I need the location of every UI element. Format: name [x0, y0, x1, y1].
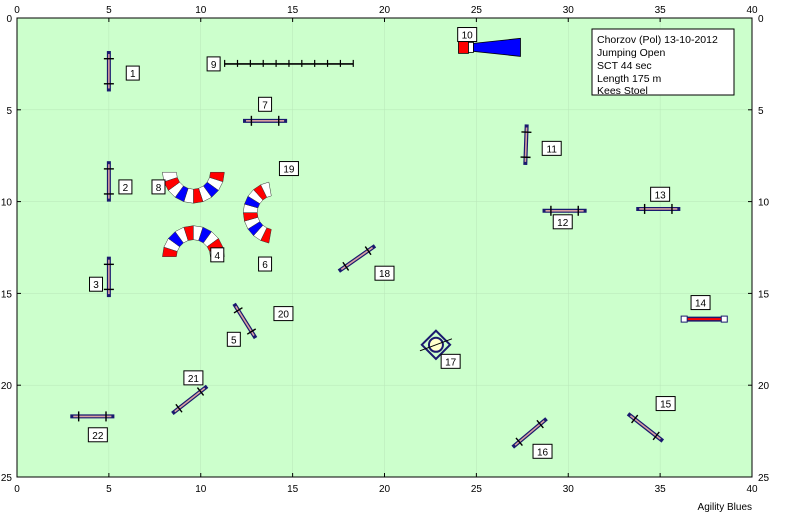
tick-label: 10	[1, 198, 13, 209]
tick-label: 10	[195, 484, 207, 495]
label-16: 16	[533, 444, 552, 458]
tick-label: 15	[287, 5, 299, 16]
label-text: 19	[283, 165, 295, 176]
info-venue: Chorzov (Pol) 13-10-2012	[597, 34, 718, 46]
label-1: 1	[126, 66, 139, 80]
label-14: 14	[691, 296, 710, 310]
label-text: 1	[130, 69, 136, 80]
tick-label: 20	[379, 5, 391, 16]
label-7: 7	[259, 97, 272, 111]
label-text: 15	[660, 400, 672, 411]
label-18: 18	[375, 266, 394, 280]
tick-label: 20	[379, 484, 391, 495]
label-6: 6	[259, 257, 272, 271]
tick-label: 0	[758, 14, 764, 25]
tick-label: 35	[655, 484, 667, 495]
brand-text: Agility Blues	[698, 502, 752, 513]
info-judge: Kees Stoel	[597, 85, 648, 97]
tick-label: 20	[1, 381, 13, 392]
label-text: 7	[262, 100, 268, 111]
tick-label: 10	[758, 198, 770, 209]
label-21: 21	[184, 371, 203, 385]
tick-label: 30	[563, 5, 575, 16]
label-10: 10	[458, 28, 477, 42]
label-13: 13	[651, 187, 670, 201]
label-text: 22	[92, 431, 104, 442]
label-text: 8	[156, 183, 162, 194]
tick-label: 5	[106, 5, 112, 16]
label-text: 16	[537, 447, 549, 458]
tick-label: 0	[14, 484, 20, 495]
label-text: 14	[695, 299, 707, 310]
long-jump-end	[681, 316, 687, 322]
label-3: 3	[90, 277, 103, 291]
tick-label: 15	[1, 289, 13, 300]
tick-label: 5	[6, 106, 12, 117]
info-box: Chorzov (Pol) 13-10-2012 Jumping Open SC…	[592, 29, 734, 97]
label-text: 20	[278, 310, 290, 321]
info-length: Length 175 m	[597, 73, 661, 85]
label-text: 3	[93, 280, 99, 291]
tick-label: 15	[758, 289, 770, 300]
tick-label: 40	[746, 484, 758, 495]
label-text: 5	[231, 335, 237, 346]
tick-label: 0	[14, 5, 20, 16]
label-17: 17	[441, 354, 460, 368]
label-text: 12	[557, 218, 569, 229]
label-text: 17	[445, 357, 457, 368]
tick-label: 5	[758, 106, 764, 117]
label-text: 9	[211, 60, 217, 71]
long-jump-14	[681, 316, 727, 322]
tick-label: 0	[6, 14, 12, 25]
tick-label: 5	[106, 484, 112, 495]
label-text: 11	[547, 144, 558, 155]
label-text: 18	[379, 269, 391, 280]
tick-label: 25	[471, 484, 483, 495]
label-text: 2	[123, 183, 129, 194]
label-4: 4	[211, 248, 224, 262]
label-8: 8	[152, 180, 165, 194]
tunnel-entry	[458, 41, 468, 53]
tunnel-segment	[468, 42, 473, 52]
long-jump-end	[721, 316, 727, 322]
info-class: Jumping Open	[597, 47, 665, 59]
tick-label: 25	[758, 473, 770, 484]
tick-label: 25	[471, 5, 483, 16]
label-22: 22	[88, 428, 107, 442]
tick-label: 30	[563, 484, 575, 495]
label-text: 21	[188, 374, 200, 385]
tick-label: 25	[1, 473, 13, 484]
label-text: 10	[462, 31, 474, 42]
label-text: 4	[215, 251, 221, 262]
label-9: 9	[207, 57, 220, 71]
tick-label: 20	[758, 381, 770, 392]
label-20: 20	[274, 307, 293, 321]
label-5: 5	[227, 332, 240, 346]
tick-label: 35	[655, 5, 667, 16]
label-12: 12	[553, 215, 572, 229]
label-11: 11	[542, 141, 561, 155]
label-text: 6	[262, 260, 268, 271]
label-2: 2	[119, 180, 132, 194]
tick-label: 15	[287, 484, 299, 495]
label-text: 13	[655, 190, 667, 201]
label-15: 15	[656, 397, 675, 411]
info-sct: SCT 44 sec	[597, 60, 652, 72]
label-19: 19	[279, 162, 298, 176]
tick-label: 10	[195, 5, 207, 16]
tick-label: 40	[746, 5, 758, 16]
